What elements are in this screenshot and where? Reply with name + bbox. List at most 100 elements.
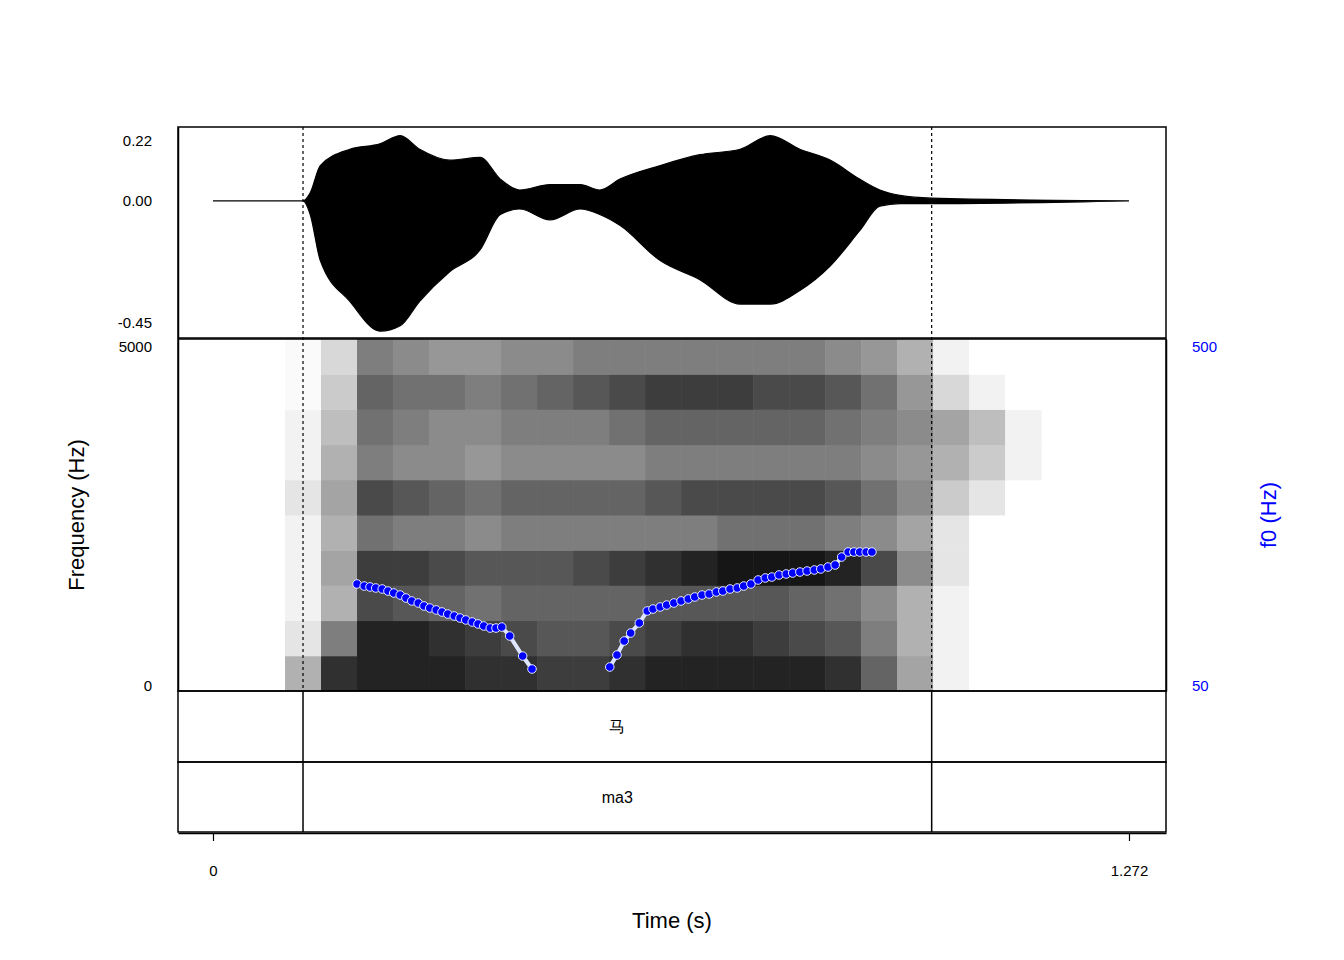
spectrogram-cell	[753, 339, 790, 375]
spectrogram-cell	[393, 515, 430, 551]
spectrogram-cell	[933, 339, 970, 375]
spectrogram-cell	[465, 339, 502, 375]
spectrogram-cell	[573, 550, 610, 586]
spectrogram-cell	[969, 621, 1006, 657]
spectrogram-cell	[717, 374, 754, 410]
spectrogram-cell	[897, 550, 934, 586]
spectrogram-cell	[753, 515, 790, 551]
wave-axis-tick-label: 0.00	[123, 192, 152, 209]
spectrogram-cell	[897, 409, 934, 445]
panel-frame	[178, 127, 1166, 338]
spectrogram-cell	[537, 374, 574, 410]
spectrogram-cell	[681, 621, 718, 657]
spectrogram-cell	[861, 480, 898, 516]
spectrogram-cell	[537, 480, 574, 516]
spectrogram-cell	[825, 585, 862, 621]
spectrogram-cell	[609, 480, 646, 516]
spectrogram-cell	[897, 445, 934, 481]
spectrogram-cell	[969, 480, 1006, 516]
spectrogram-cell	[573, 374, 610, 410]
spectrogram-cell	[717, 480, 754, 516]
spectrogram-cell	[465, 656, 502, 691]
spectrogram-cell	[1005, 585, 1042, 621]
spectrogram-cell	[1005, 656, 1042, 691]
spectrogram-cell	[537, 585, 574, 621]
spectrogram-cell	[897, 480, 934, 516]
spectrogram-cell	[897, 339, 934, 375]
y-axis: 0 5000	[119, 338, 179, 694]
spectrogram-cell	[429, 656, 466, 691]
spectrogram-cell	[969, 445, 1006, 481]
x-axis: 0 1.272	[179, 833, 1167, 879]
y-axis-tick: 0	[144, 677, 178, 694]
x-axis-tick-label: 1.272	[1111, 862, 1149, 879]
spectrogram-cell	[861, 409, 898, 445]
wave-axis-tick-label: -0.45	[118, 314, 152, 331]
spectrogram-cell	[609, 409, 646, 445]
spectrogram-cell	[501, 409, 538, 445]
spectrogram-cell	[717, 621, 754, 657]
spectrogram-cell	[609, 339, 646, 375]
x-axis-tick-label: 0	[209, 862, 217, 879]
spectrogram-cell	[861, 445, 898, 481]
spectrogram-cell	[1005, 515, 1042, 551]
spectrogram-cell	[789, 480, 826, 516]
spectrogram-cell	[357, 409, 394, 445]
spectrogram-cell	[897, 374, 934, 410]
f0-line	[357, 552, 872, 669]
spectrogram-cell	[969, 339, 1006, 375]
chart-svg: 马ma3-0.450.000.22050005050001.272Time (s…	[0, 0, 1344, 960]
spectrogram-cell	[285, 445, 322, 481]
boundary-dotted	[931, 127, 932, 691]
spectrogram-cell	[681, 480, 718, 516]
f0-group	[353, 548, 876, 674]
spectrogram-cell	[573, 656, 610, 691]
spectrogram-cell	[501, 515, 538, 551]
spectrogram-cell	[393, 480, 430, 516]
spectrogram-cell	[1005, 480, 1042, 516]
y2-axis-tick-label: 500	[1192, 338, 1217, 355]
spectrogram-cell	[681, 409, 718, 445]
f0-point	[613, 651, 622, 660]
y-axis-tick-label: 0	[144, 677, 152, 694]
spectrogram-cell	[501, 445, 538, 481]
f0-point	[626, 629, 635, 638]
y-axis-tick: 5000	[119, 338, 178, 355]
spectrogram-cell	[429, 374, 466, 410]
spectrogram-cell	[681, 515, 718, 551]
f0-point	[605, 663, 614, 672]
spectrogram-cell	[393, 445, 430, 481]
spectrogram-cell	[609, 515, 646, 551]
y2-axis-line	[1166, 340, 1168, 692]
x-axis-tick-mark	[213, 833, 214, 841]
spectrogram-cell	[537, 656, 574, 691]
spectrogram-cell	[465, 445, 502, 481]
spectrogram-cell	[681, 374, 718, 410]
spectrogram-cell	[933, 656, 970, 691]
spectrogram-cell	[393, 339, 430, 375]
f0-point	[528, 665, 537, 674]
spectrogram-cell	[501, 374, 538, 410]
y2-axis-tick: 50	[1166, 677, 1209, 694]
spectrogram-cell	[465, 585, 502, 621]
tier-boundary	[931, 762, 933, 832]
spectrogram-cell	[429, 409, 466, 445]
spectrogram-cell	[321, 480, 358, 516]
spectrogram-cell	[501, 656, 538, 691]
spectrogram-cell	[933, 445, 970, 481]
spectrogram-cell	[969, 374, 1006, 410]
spectrogram-cell	[393, 550, 430, 586]
panel-frame	[178, 691, 1166, 762]
spectrogram-cell	[357, 374, 394, 410]
spectrogram-cell	[609, 445, 646, 481]
spectrogram-cell	[1005, 409, 1042, 445]
spectrogram-cell	[429, 480, 466, 516]
spectrogram-cell	[717, 409, 754, 445]
spectrogram-cell	[357, 339, 394, 375]
spectrogram-cell	[537, 550, 574, 586]
spectrogram-cell	[537, 445, 574, 481]
f0-point	[868, 548, 877, 557]
y2-axis: 50 500	[1166, 338, 1217, 694]
spectrogram-cell	[537, 409, 574, 445]
spectrogram-cell	[933, 480, 970, 516]
